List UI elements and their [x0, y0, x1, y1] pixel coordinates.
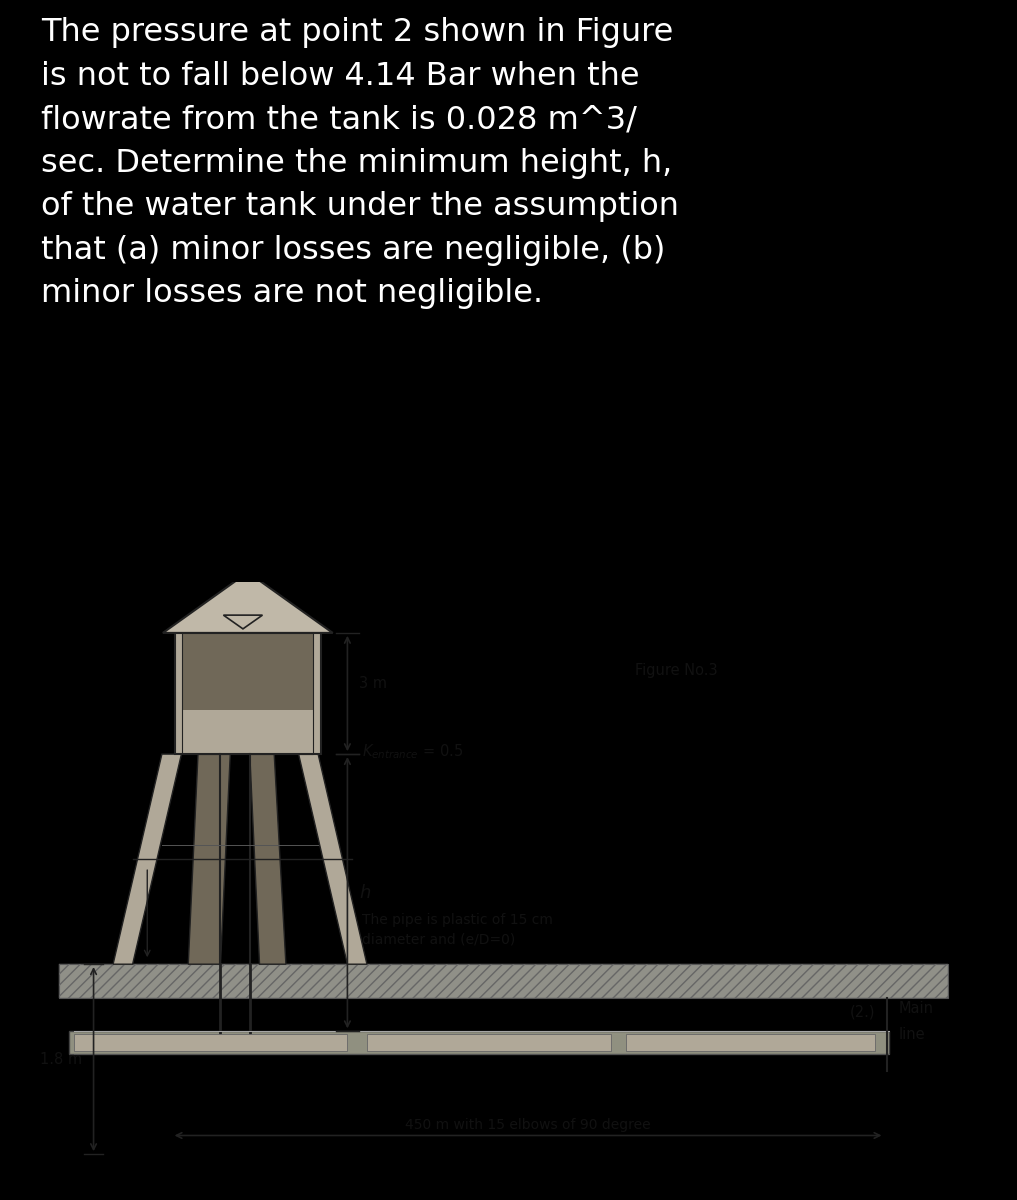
Text: $K_{entrance}$ = 0.5: $K_{entrance}$ = 0.5 [362, 742, 464, 761]
Polygon shape [163, 572, 333, 632]
Polygon shape [113, 754, 181, 964]
Bar [175, 632, 321, 754]
Bar [625, 1034, 875, 1051]
Text: Main: Main [899, 1001, 934, 1016]
Bar [59, 964, 948, 998]
Text: The pipe is plastic of 15 cm
diameter and (e/D=0): The pipe is plastic of 15 cm diameter an… [362, 913, 553, 947]
Polygon shape [188, 754, 230, 964]
Polygon shape [299, 754, 367, 964]
Bar [182, 632, 313, 754]
Text: 1.8 m: 1.8 m [40, 1051, 81, 1067]
Text: The pressure at point 2 shown in Figure
is not to fall below 4.14 Bar when the
f: The pressure at point 2 shown in Figure … [41, 18, 678, 310]
Text: line: line [899, 1027, 925, 1042]
Bar [367, 1034, 611, 1051]
Text: 3 m: 3 m [359, 677, 387, 691]
Bar [59, 964, 948, 998]
Bar [182, 632, 313, 709]
Text: (2.): (2.) [850, 1004, 876, 1019]
Text: Figure No.3: Figure No.3 [636, 662, 718, 678]
Text: h: h [359, 883, 370, 901]
Bar [69, 1031, 889, 1054]
Text: 450 m with 15 elbows of 90 degree: 450 m with 15 elbows of 90 degree [405, 1118, 651, 1133]
Polygon shape [250, 754, 286, 964]
Bar [74, 1034, 348, 1051]
